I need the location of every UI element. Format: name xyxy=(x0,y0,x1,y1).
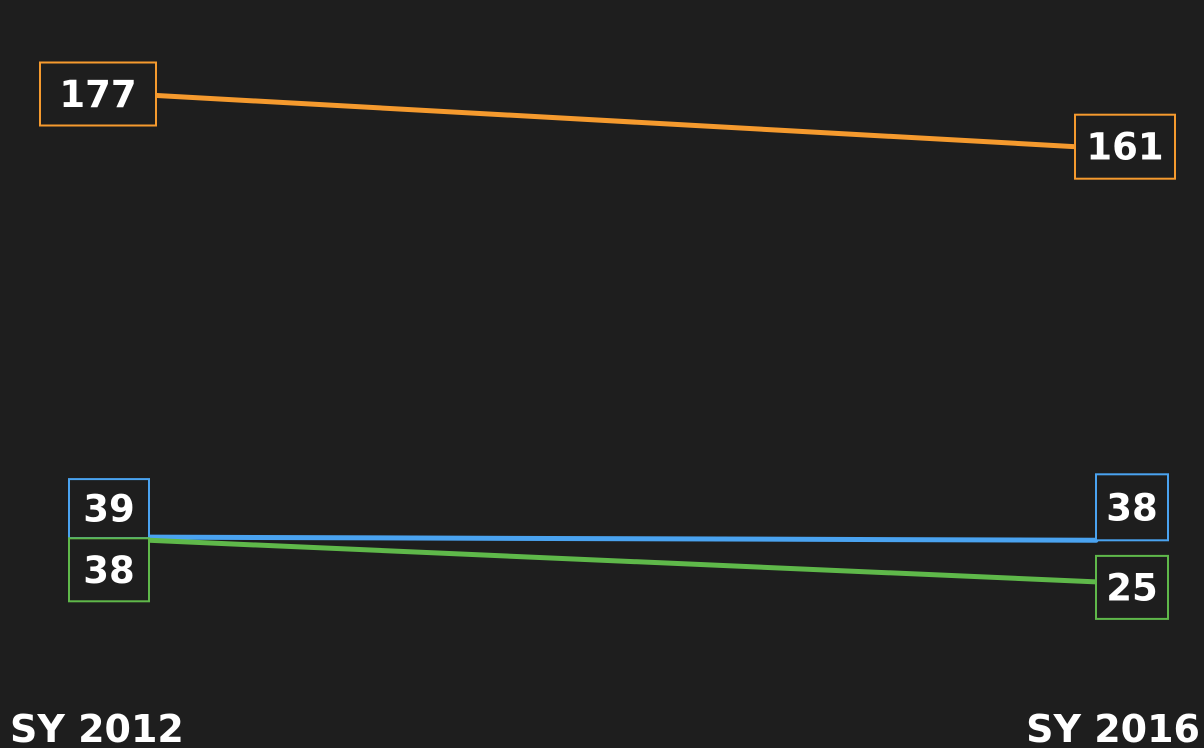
series-2-value-label-end: 38 xyxy=(1106,486,1158,529)
series-2-value-label-start: 39 xyxy=(83,488,135,531)
series-1-label-box-end xyxy=(1074,113,1176,180)
series-lines xyxy=(146,93,1099,585)
data-labels: 177 161 39 38 38 25 xyxy=(39,61,1176,620)
series-1-value-label-start: 177 xyxy=(59,73,136,116)
series-3-line xyxy=(146,537,1099,585)
series-2-line xyxy=(146,534,1099,543)
series-3-label-box-end xyxy=(1095,554,1169,620)
series-1-label-box-start xyxy=(39,61,157,127)
series-1-line xyxy=(154,93,1079,150)
series-3-value-label-end: 25 xyxy=(1106,566,1158,609)
category-labels: SY 2012 SY 2016 xyxy=(10,707,1200,748)
series-2-label-box-end xyxy=(1095,473,1169,542)
category-label-start: SY 2012 xyxy=(10,707,184,748)
category-label-end: SY 2016 xyxy=(1026,707,1200,748)
series-3-value-label-start: 38 xyxy=(83,549,135,592)
series-1-value-label-end: 161 xyxy=(1086,126,1163,169)
series-3-label-box-start xyxy=(68,537,150,603)
